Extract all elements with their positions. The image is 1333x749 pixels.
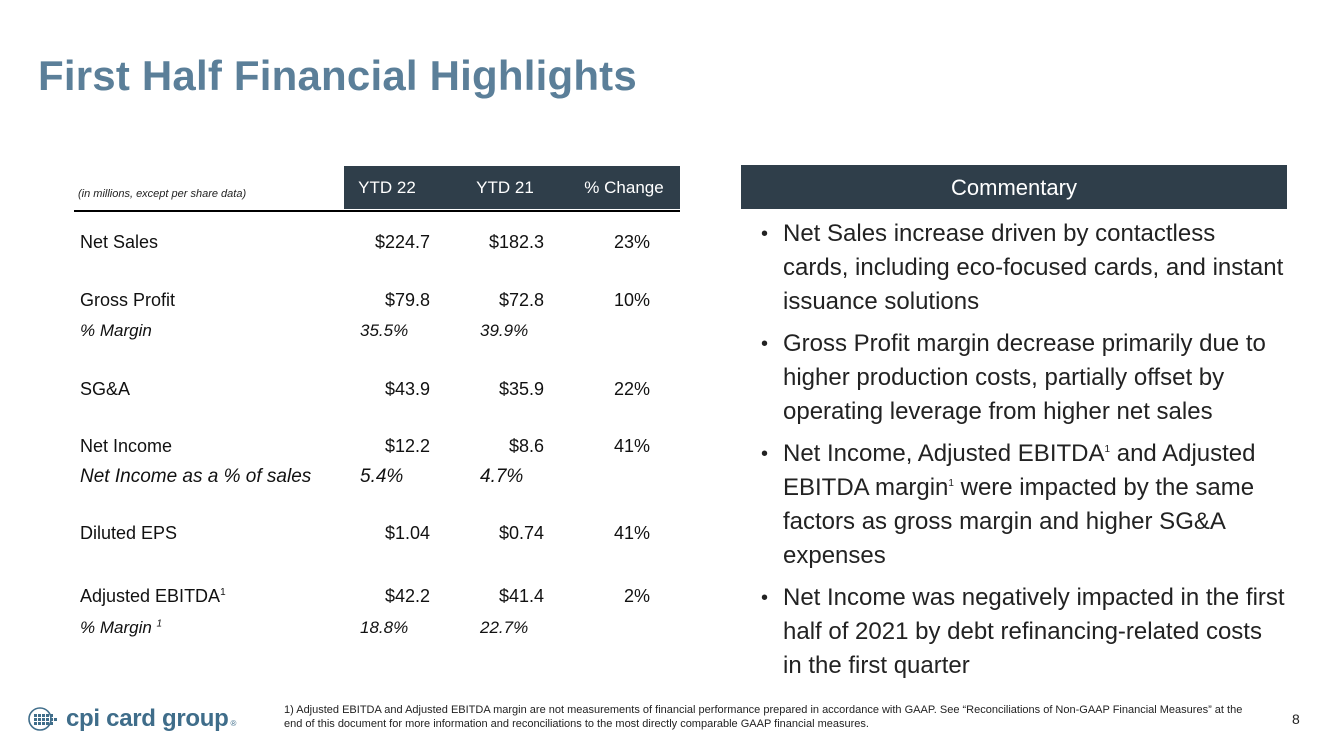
bullet-icon: • <box>761 587 769 609</box>
ytd22-value: $42.2 <box>384 586 430 606</box>
ytd21-value: $72.8 <box>498 290 544 310</box>
change-value: 23% <box>613 232 650 252</box>
row-label: Net Income as a % of sales <box>80 466 312 487</box>
table-row: Net Sales $224.7 $182.3 23% <box>74 232 680 258</box>
bullet-icon: • <box>761 223 769 245</box>
table-row: Net Income $12.2 $8.6 41% <box>74 436 680 462</box>
commentary-heading: Commentary <box>741 165 1287 209</box>
commentary-bullets: • Net Sales increase driven by contactle… <box>741 217 1287 683</box>
footnote-marker: 1 <box>220 587 226 598</box>
ytd21-value: 22.7% <box>480 618 529 637</box>
list-item: • Gross Profit margin decrease primarily… <box>741 327 1287 429</box>
table-row: Adjusted EBITDA1 $42.2 $41.4 2% <box>74 586 680 612</box>
ytd21-value: $0.74 <box>498 523 544 543</box>
list-item: • Net Income, Adjusted EBITDA1 and Adjus… <box>741 437 1287 573</box>
row-label: Adjusted EBITDA1 <box>80 586 226 607</box>
ytd21-value: $35.9 <box>498 379 544 399</box>
column-header-ytd21: YTD 21 <box>476 178 534 197</box>
ytd22-value: 18.8% <box>360 618 409 637</box>
bullet-text: Net Sales increase driven by contactless… <box>783 220 1284 315</box>
bullet-icon: • <box>761 333 769 355</box>
ytd21-value: 39.9% <box>480 321 529 340</box>
ytd22-value: $224.7 <box>374 232 430 252</box>
list-item: • Net Income was negatively impacted in … <box>741 581 1287 683</box>
row-label: Net Sales <box>80 232 159 252</box>
footnote-marker: 1 <box>948 478 954 489</box>
change-value: 10% <box>613 290 650 310</box>
bullet-text-part: and Adjusted EBITDA margin <box>783 440 1256 501</box>
ytd22-value: $1.04 <box>384 523 430 543</box>
ytd21-value: $182.3 <box>488 232 544 252</box>
bullet-text: Net Income was negatively impacted in th… <box>783 584 1285 679</box>
ytd22-value: 35.5% <box>360 321 409 340</box>
row-label: Net Income <box>80 436 173 456</box>
ytd22-value: 5.4% <box>360 466 404 487</box>
row-label-text: Adjusted EBITDA <box>80 586 221 606</box>
bullet-icon: • <box>761 443 769 465</box>
logo-wordmark: cpi card group <box>66 705 229 732</box>
change-value: 2% <box>623 586 650 606</box>
column-header-ytd22: YTD 22 <box>358 178 416 197</box>
footnote-marker: 1 <box>156 618 163 630</box>
table-row: SG&A $43.9 $35.9 22% <box>74 379 680 405</box>
table-row: Diluted EPS $1.04 $0.74 41% <box>74 523 680 549</box>
bullet-text: Gross Profit margin decrease primarily d… <box>783 330 1266 425</box>
row-label: Diluted EPS <box>80 523 178 543</box>
table-row: Gross Profit $79.8 $72.8 10% <box>74 290 680 316</box>
page-title: First Half Financial Highlights <box>38 52 637 99</box>
row-label: Gross Profit <box>80 290 176 310</box>
change-value: 41% <box>613 523 650 543</box>
units-note: (in millions, except per share data) <box>78 188 247 200</box>
row-label: % Margin 1 <box>80 618 162 638</box>
ytd22-value: $43.9 <box>384 379 430 399</box>
row-label-text: % Margin <box>80 618 157 637</box>
ytd22-value: $12.2 <box>384 436 430 456</box>
table-header: (in millions, except per share data) YTD… <box>74 166 680 212</box>
list-item: • Net Sales increase driven by contactle… <box>741 217 1287 319</box>
table-row: Net Income as a % of sales 5.4% 4.7% <box>74 466 680 492</box>
change-value: 22% <box>613 379 650 399</box>
page-number: 8 <box>1292 711 1300 727</box>
ytd21-value: 4.7% <box>480 466 524 487</box>
financial-highlights-table: (in millions, except per share data) YTD… <box>74 166 680 637</box>
header-bar <box>344 166 680 209</box>
ytd21-value: $8.6 <box>508 436 544 456</box>
bullet-text: Net Income, Adjusted EBITDA1 and Adjuste… <box>783 440 1256 569</box>
ytd21-value: $41.4 <box>498 586 544 606</box>
footnote-marker: 1 <box>1104 444 1111 455</box>
footnote: 1) Adjusted EBITDA and Adjusted EBITDA m… <box>284 704 1243 730</box>
row-label: SG&A <box>80 379 131 399</box>
ytd22-value: $79.8 <box>384 290 430 310</box>
commentary-panel: Commentary • Net Sales increase driven b… <box>741 165 1287 683</box>
table-row: % Margin 35.5% 39.9% <box>74 321 680 347</box>
bullet-text-part: were impacted by the same factors as gro… <box>783 474 1255 569</box>
registered-mark: ® <box>230 718 237 728</box>
bullet-text-part: Net Income, Adjusted EBITDA <box>783 440 1105 467</box>
table-row: % Margin 1 18.8% 22.7% <box>74 618 680 644</box>
company-logo: cpi card group ® <box>28 705 236 733</box>
column-header-change: % Change <box>584 178 664 197</box>
row-label: % Margin <box>80 321 152 340</box>
change-value: 41% <box>613 436 650 456</box>
card-grid-icon <box>28 707 57 731</box>
